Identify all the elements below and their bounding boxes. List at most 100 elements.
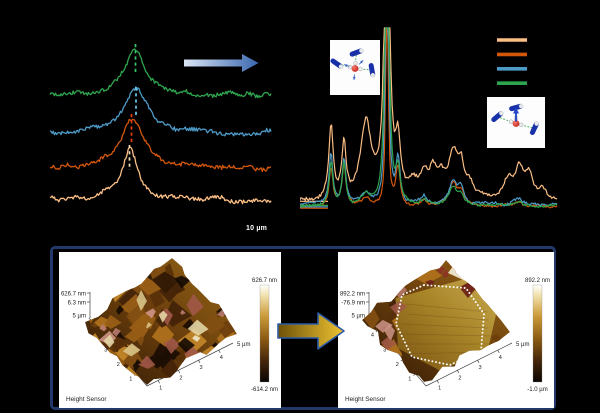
surface-facet bbox=[99, 323, 107, 332]
x-tick bbox=[218, 349, 221, 354]
central-atom bbox=[512, 120, 520, 127]
surface-facet bbox=[187, 319, 209, 336]
surface-facet bbox=[441, 269, 449, 278]
surface-facet bbox=[138, 355, 156, 369]
surface-facet bbox=[158, 310, 168, 323]
surface-facet bbox=[145, 308, 156, 319]
x-axis bbox=[425, 342, 513, 387]
x-tick-label: 1 bbox=[438, 385, 441, 391]
arrowhead bbox=[352, 76, 356, 80]
surface-facet bbox=[174, 275, 191, 289]
surface-facet bbox=[380, 337, 397, 351]
height-colorbar bbox=[259, 284, 270, 383]
surface-facet bbox=[126, 304, 149, 330]
z-mid-label: 6.3 nm bbox=[68, 301, 86, 307]
transformation-arrow bbox=[277, 312, 345, 350]
x-tick-label: 3 bbox=[200, 365, 203, 371]
hydrogen-atom bbox=[353, 61, 358, 66]
plate-striation bbox=[405, 303, 488, 313]
surface-facet bbox=[145, 352, 166, 369]
panel-b-overlaid-spectra bbox=[300, 27, 558, 209]
surface-facet bbox=[180, 309, 186, 315]
ligand-cap bbox=[359, 48, 364, 54]
gold-arrow-shape bbox=[277, 312, 345, 350]
x-tick-label: 4 bbox=[499, 355, 502, 361]
ligand-cap bbox=[498, 111, 504, 116]
ligand-cap bbox=[534, 121, 539, 126]
plate-striation bbox=[402, 323, 489, 329]
y-tick-label: 3 bbox=[104, 347, 107, 353]
x-tick-label: 2 bbox=[458, 375, 461, 381]
molecular-inset-1 bbox=[330, 40, 380, 95]
surface-facet bbox=[104, 314, 122, 329]
colorbar-min-label: -614.2 nm bbox=[251, 387, 278, 393]
x-tick bbox=[198, 360, 201, 364]
x-end-label: 5 µm bbox=[237, 342, 250, 348]
colorbar-min-label: -1.0 µm bbox=[527, 387, 547, 393]
height-colorbar bbox=[532, 284, 543, 383]
scale-bar-label: 10 µm bbox=[246, 225, 267, 232]
surface-facet bbox=[146, 322, 152, 329]
dotted-crystal-outline bbox=[395, 284, 485, 366]
x-axis bbox=[146, 342, 234, 387]
z-axis-label: 5 µm bbox=[352, 314, 365, 320]
arrowhead bbox=[344, 64, 348, 67]
surface-facet bbox=[138, 276, 164, 296]
z-axis-label: 5 µm bbox=[73, 314, 86, 320]
molecular-inset-2 bbox=[487, 97, 545, 148]
central-atom bbox=[351, 65, 359, 72]
y-tick-label: 4 bbox=[371, 333, 374, 339]
panel-a-stacked-spectra bbox=[49, 44, 272, 205]
z-max-label: 626.7 nm bbox=[61, 292, 86, 298]
y-tick-label: 3 bbox=[383, 347, 386, 353]
y-tick-label: 2 bbox=[396, 362, 399, 368]
afm-image-after: 892.2 nm -76.9 nm 5 µm 4 3 2 1 1 2 3 4 5 µm 892.2 nm… bbox=[338, 252, 554, 408]
surface-facet bbox=[132, 361, 141, 373]
ligand-cap bbox=[338, 64, 344, 69]
surface-facet bbox=[384, 324, 396, 342]
x-tick bbox=[477, 360, 480, 364]
trace-dark_orange bbox=[49, 118, 272, 173]
surface-facet bbox=[380, 326, 387, 332]
surface-facet bbox=[122, 343, 141, 357]
plate-striation bbox=[407, 313, 489, 321]
x-tick-label: 4 bbox=[220, 355, 223, 361]
height-sensor-label: Height Sensor bbox=[345, 396, 386, 403]
colorbar-max-label: 892.2 nm bbox=[525, 278, 550, 284]
surface-facet bbox=[103, 334, 115, 348]
ligand-cap bbox=[518, 103, 524, 109]
trace-green bbox=[49, 48, 272, 99]
height-sensor-label: Height Sensor bbox=[66, 396, 107, 403]
surface-facet bbox=[135, 358, 142, 365]
spectra-traces bbox=[300, 27, 558, 209]
hydrogen-atom bbox=[518, 122, 524, 128]
surface-facet bbox=[163, 337, 180, 354]
arrowhead bbox=[360, 60, 364, 64]
spectra-traces bbox=[49, 48, 272, 205]
x-tick bbox=[436, 380, 439, 384]
x-tick bbox=[457, 370, 460, 374]
panel-c-afm-box: 626.7 nm 6.3 nm 5 µm 4 3 2 1 1 2 3 4 5 µm 626.7 nm -6… bbox=[50, 246, 556, 410]
surface-facet bbox=[160, 358, 180, 378]
colorbar-max-label: 626.7 nm bbox=[252, 278, 277, 284]
hydrogen-bond bbox=[497, 116, 512, 123]
x-tick-label: 1 bbox=[159, 385, 162, 391]
surface-facet bbox=[151, 271, 180, 294]
surface-facet bbox=[136, 290, 147, 311]
trace-blue bbox=[49, 86, 272, 137]
surface-facet bbox=[177, 337, 195, 353]
surface-facet bbox=[363, 308, 380, 330]
legend bbox=[497, 38, 527, 85]
surface-facet bbox=[112, 327, 121, 337]
z-max-label: 892.2 nm bbox=[340, 292, 365, 298]
surface-facet bbox=[411, 264, 443, 285]
x-tick-label: 3 bbox=[479, 365, 482, 371]
surface-facet bbox=[186, 293, 204, 317]
flat-crystal-plate bbox=[395, 279, 497, 371]
x-tick bbox=[157, 380, 160, 384]
y-tick-label: 1 bbox=[408, 377, 411, 383]
trace-light_orange bbox=[300, 27, 558, 202]
plate-striation bbox=[400, 333, 492, 337]
y-tick-label: 1 bbox=[129, 377, 132, 383]
